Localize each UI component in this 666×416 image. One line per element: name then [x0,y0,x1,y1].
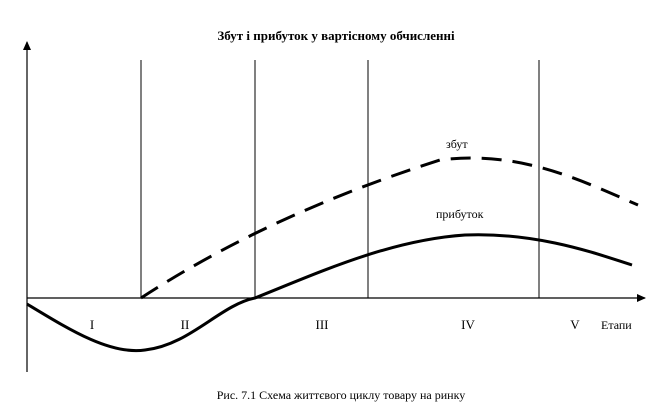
stage-label-3: III [316,317,329,332]
profit-curve [26,233,633,353]
sales-curve [140,156,639,300]
figure-caption: Рис. 7.1 Схема життєвого циклу товару на… [217,388,466,402]
sales-curve-label: збут [446,137,468,151]
diagram-title: Збут і прибуток у вартісному обчисленні [217,28,455,43]
stage-label-4: IV [461,317,475,332]
stage-label-1: I [90,317,94,332]
stage-label-2: II [181,317,190,332]
stage-label-5: V [570,317,580,332]
profit-curve-label: прибуток [436,207,484,221]
x-axis-label: Етапи [601,318,632,332]
